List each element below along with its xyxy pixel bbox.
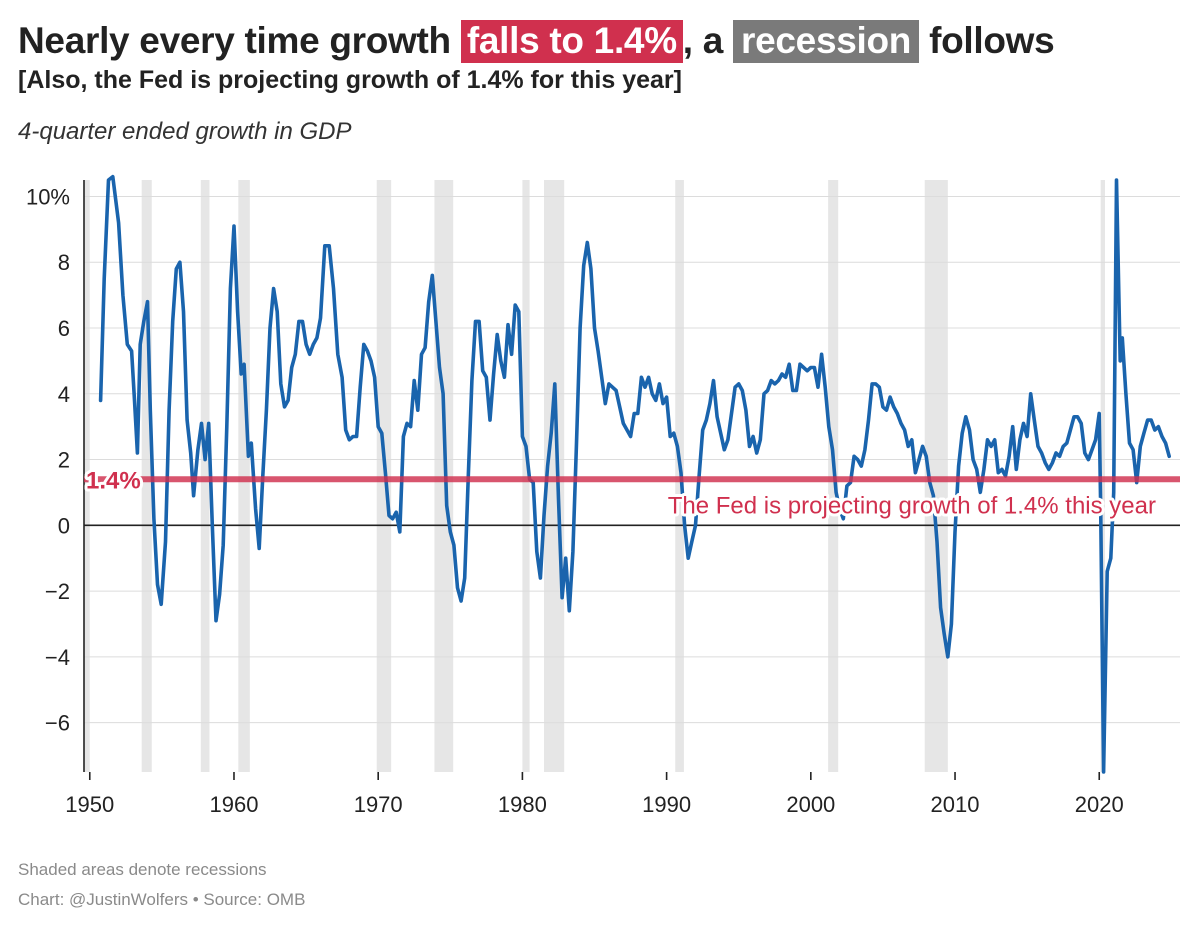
y-tick-label: 2 [58,448,70,473]
recession-band-6 [434,180,454,772]
x-tick-label: 1980 [498,792,547,817]
y-tick-label: 4 [58,382,70,407]
x-axis-ticks: 1950 1960 1970 1980 1990 2000 2010 2020 [65,772,1124,817]
x-tick-label: 2000 [786,792,835,817]
recession-band-2 [141,180,152,772]
y-tick-label: 0 [58,513,70,538]
chart-title: Nearly every time growth falls to 1.4%, … [18,20,1055,63]
y-axis-ticks: 10% 8 6 4 2 0 −2 −4 −6 [26,184,70,735]
title-part-1: Nearly every time growth [18,20,461,61]
title-part-2: , a [682,20,734,61]
y-tick-label: −4 [45,645,70,670]
x-tick-label: 1990 [642,792,691,817]
chart-credit: Chart: @JustinWolfers • Source: OMB [18,890,306,909]
x-tick-label: 1970 [354,792,403,817]
x-tick-label: 2010 [931,792,980,817]
recession-band-7 [522,180,530,772]
recession-band-1 [84,180,90,772]
recession-band-12 [1100,180,1106,772]
y-tick-label: 6 [58,316,70,341]
y-tick-label: 8 [58,250,70,275]
title-part-3: follows [919,20,1055,61]
title-highlight-threshold: falls to 1.4% [460,20,683,63]
recession-band-4 [238,180,250,772]
chart-subtitle: [Also, the Fed is projecting growth of 1… [18,66,682,94]
threshold-annotation: The Fed is projecting growth of 1.4% thi… [668,492,1156,519]
y-tick-label: −2 [45,579,70,604]
x-tick-label: 1960 [210,792,259,817]
x-tick-label: 2020 [1075,792,1124,817]
title-highlight-recession: recession [733,20,920,63]
y-tick-label: 10% [26,184,70,209]
chart-description: 4-quarter ended growth in GDP [18,118,352,145]
gdp-growth-chart: 10% 8 6 4 2 0 −2 −4 −6 1950 1960 1970 1980 1990 2000 2… [26,174,1180,817]
gdp-growth-line [98,174,1171,774]
footnote-recessions: Shaded areas denote recessions [18,860,267,879]
threshold-label: 1.4% [86,467,141,494]
y-tick-label: −6 [45,711,70,736]
recession-band-3 [200,180,210,772]
x-tick-label: 1950 [65,792,114,817]
